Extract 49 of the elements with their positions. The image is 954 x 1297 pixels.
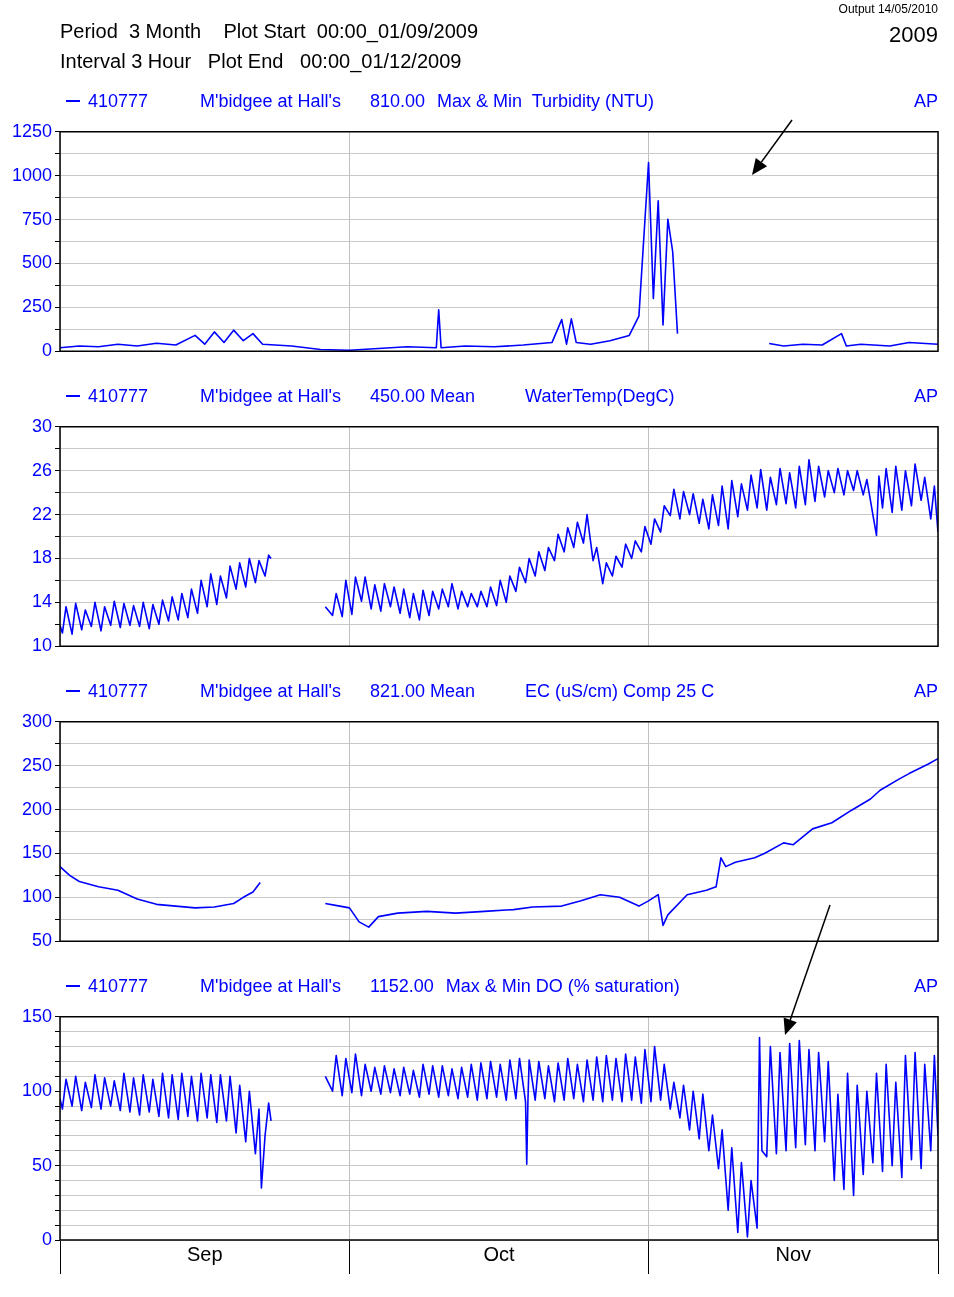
y-tick-label: 18 — [31, 547, 52, 568]
y-tick-label: 50 — [31, 1154, 52, 1175]
y-tick-label: 200 — [21, 798, 52, 819]
legend-label: 410777 — [88, 90, 149, 113]
y-axis-title: Max & Min Turbidity (NTU) — [437, 90, 655, 113]
text: 810.00 — [370, 90, 426, 113]
legend-label: 410777 — [88, 680, 149, 703]
y-tick-label: 250 — [21, 296, 52, 317]
y-tick-label: 50 — [31, 930, 52, 951]
text: M'bidgee at Hall's — [200, 680, 341, 703]
y-tick-label: 0 — [41, 340, 52, 361]
y-tick-label: 500 — [21, 252, 52, 273]
text: AP — [913, 680, 938, 703]
text: M'bidgee at Hall's — [200, 385, 341, 408]
text: 2009 — [889, 22, 938, 48]
y-tick-label: 100 — [21, 1080, 52, 1101]
y-tick-label: 22 — [31, 503, 52, 524]
x-tick-label: Oct — [483, 1242, 515, 1265]
y-tick-label: 150 — [21, 1005, 52, 1026]
y-tick-label: 0 — [41, 1228, 52, 1249]
y-tick-label: 1000 — [11, 164, 52, 185]
text: 821.00 Mean — [370, 680, 476, 703]
chart-title: Period 3 Month Plot Start 00:00_01/09/2009 — [60, 20, 479, 43]
chart-subtitle: Interval 3 Hour Plot End 00:00_01/12/2009 — [60, 50, 462, 73]
text: Output 14/05/2010 — [838, 2, 938, 16]
x-tick-label: Sep — [186, 1242, 223, 1265]
y-tick-label: 10 — [31, 635, 52, 656]
x-tick-label: Nov — [775, 1242, 812, 1265]
y-tick-label: 150 — [21, 842, 52, 863]
y-tick-label: 750 — [21, 208, 52, 229]
y-axis-title: Max & Min DO (% saturation) — [445, 975, 680, 998]
legend-label: 410777 — [88, 975, 149, 998]
y-axis-title: EC (uS/cm) Comp 25 C — [525, 680, 715, 703]
legend-label: 410777 — [88, 385, 149, 408]
text: M'bidgee at Hall's — [200, 90, 341, 113]
text: 1152.00 — [370, 975, 434, 998]
text: AP — [913, 975, 938, 998]
y-tick-label: 30 — [31, 415, 52, 436]
y-tick-label: 1250 — [11, 120, 52, 141]
text: M'bidgee at Hall's — [200, 975, 341, 998]
text: AP — [913, 90, 938, 113]
text: AP — [913, 385, 938, 408]
y-tick-label: 100 — [21, 886, 52, 907]
y-tick-label: 300 — [21, 710, 52, 731]
y-tick-label: 26 — [31, 459, 52, 480]
y-axis-title: WaterTemp(DegC) — [525, 385, 675, 408]
text: 450.00 Mean — [370, 385, 476, 408]
y-tick-label: 14 — [31, 591, 52, 612]
y-tick-label: 250 — [21, 754, 52, 775]
